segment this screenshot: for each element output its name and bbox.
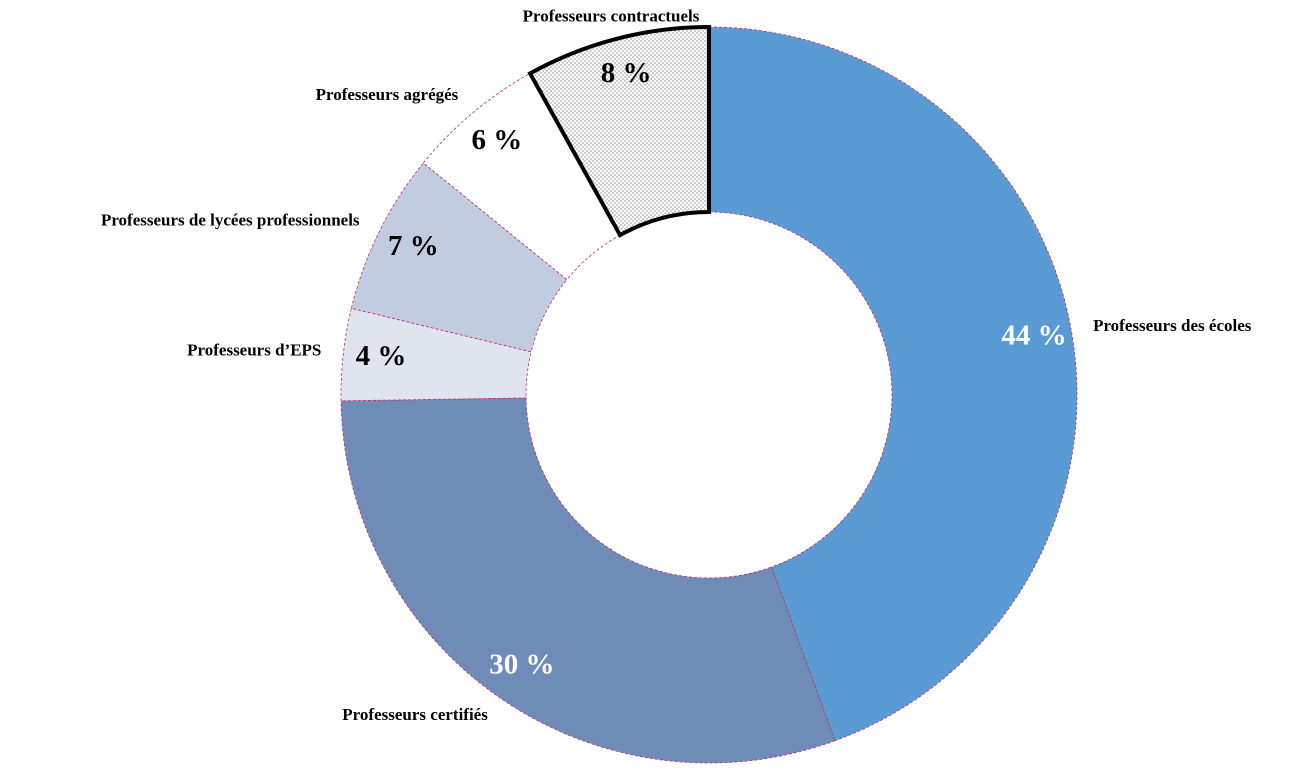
value-label: 8 % — [601, 57, 652, 89]
category-label: Professeurs des écoles — [1093, 316, 1252, 335]
donut-segment — [340, 397, 836, 764]
value-label: 30 % — [489, 648, 554, 680]
category-label: Professeurs certifiés — [342, 705, 488, 724]
category-label: Professeurs d’EPS — [187, 341, 321, 360]
category-label: Professeurs contractuels — [523, 6, 700, 25]
value-label: 6 % — [472, 124, 523, 156]
value-label: 4 % — [356, 340, 407, 372]
category-label: Professeurs de lycées professionnels — [101, 211, 360, 230]
value-label: 7 % — [388, 230, 439, 262]
value-label: 44 % — [1001, 319, 1066, 351]
category-label: Professeurs agrégés — [316, 85, 459, 104]
donut-segment — [708, 26, 1078, 742]
donut-segment — [527, 24, 711, 238]
donut-segment — [350, 162, 568, 353]
